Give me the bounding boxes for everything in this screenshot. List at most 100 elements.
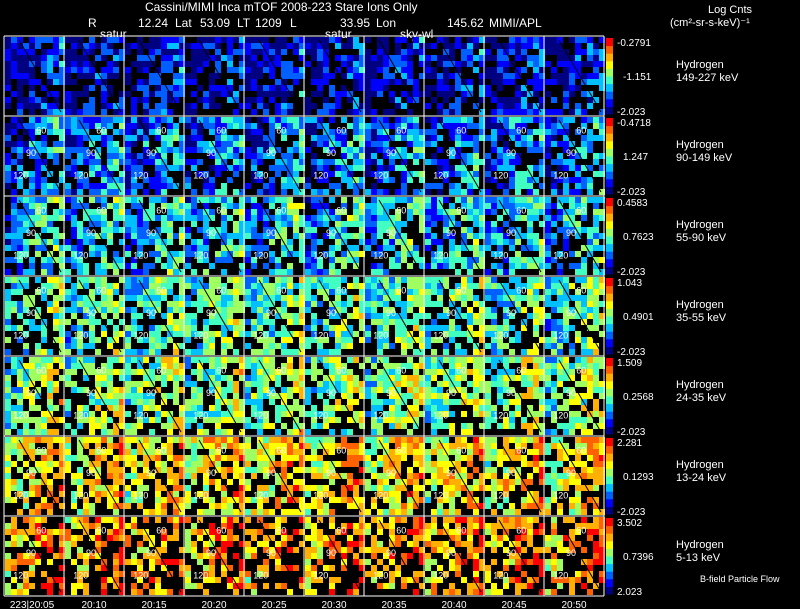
heatmap-cell: [413, 37, 419, 43]
heatmap-cell: [359, 227, 365, 233]
heatmap-cell: [473, 215, 479, 221]
heatmap-cell: [107, 417, 113, 423]
heatmap-cell: [119, 295, 125, 301]
heatmap-cell: [143, 67, 149, 73]
heatmap-cell: [563, 423, 569, 429]
heatmap-cell: [347, 233, 353, 239]
heatmap-cell: [77, 437, 83, 443]
heatmap-cell: [563, 79, 569, 85]
heatmap-cell: [293, 283, 299, 289]
heatmap-cell: [341, 221, 347, 227]
heatmap-cell: [5, 405, 11, 411]
heatmap-cell: [413, 91, 419, 97]
heatmap-cell: [257, 189, 263, 195]
heatmap-cell: [383, 357, 389, 363]
heatmap-cell: [161, 227, 167, 233]
heatmap-cell: [359, 233, 365, 239]
heatmap-cell: [257, 411, 263, 417]
heatmap-cell: [353, 417, 359, 423]
heatmap-cell: [215, 257, 221, 263]
heatmap-cell: [407, 337, 413, 343]
heatmap-cell: [257, 239, 263, 245]
heatmap-cell: [29, 479, 35, 485]
heatmap-cell: [449, 375, 455, 381]
heatmap-cell: [173, 73, 179, 79]
heatmap-cell: [149, 233, 155, 239]
heatmap-cell: [317, 209, 323, 215]
heatmap-cell: [131, 239, 137, 245]
heatmap-cell: [137, 97, 143, 103]
heatmap-cell: [461, 429, 467, 435]
heatmap-cell: [239, 301, 245, 307]
heatmap-cell: [539, 183, 545, 189]
heatmap-cell: [377, 61, 383, 67]
heatmap-cell: [533, 209, 539, 215]
heatmap-cell: [341, 227, 347, 233]
heatmap-cell: [263, 85, 269, 91]
heatmap-cell: [41, 55, 47, 61]
colorbar-segment: [606, 285, 613, 294]
heatmap-cell: [29, 189, 35, 195]
heatmap-cell: [65, 189, 71, 195]
contour-label: 60: [576, 286, 586, 296]
heatmap-cell: [479, 263, 485, 269]
heatmap-cell: [413, 147, 419, 153]
heatmap-cell: [575, 177, 581, 183]
heatmap-cell: [587, 375, 593, 381]
heatmap-cell: [323, 147, 329, 153]
heatmap-cell: [137, 183, 143, 189]
heatmap-cell: [341, 129, 347, 135]
heatmap-cell: [491, 73, 497, 79]
heatmap-cell: [167, 319, 173, 325]
heatmap-cell: [479, 55, 485, 61]
heatmap-cell: [23, 283, 29, 289]
colorbar-segment: [606, 140, 613, 149]
heatmap-cell: [467, 429, 473, 435]
colorbar-segment: [606, 258, 613, 267]
heatmap-cell: [5, 443, 11, 449]
heatmap-cell: [353, 215, 359, 221]
heatmap-cell: [95, 399, 101, 405]
heatmap-cell: [41, 117, 47, 123]
heatmap-cell: [497, 349, 503, 355]
heatmap-cell: [359, 79, 365, 85]
contour-label: 120: [253, 410, 268, 420]
heatmap-cell: [59, 79, 65, 85]
heatmap-cell: [521, 423, 527, 429]
heatmap-cell: [35, 233, 41, 239]
heatmap-cell: [173, 135, 179, 141]
heatmap-cell: [317, 159, 323, 165]
heatmap-cell: [443, 117, 449, 123]
heatmap-cell: [395, 251, 401, 257]
heatmap-cell: [485, 343, 491, 349]
heatmap-cell: [557, 289, 563, 295]
heatmap-cell: [347, 301, 353, 307]
heatmap-cell: [365, 135, 371, 141]
heatmap-cell: [149, 417, 155, 423]
heatmap-cell: [359, 313, 365, 319]
heatmap-cell: [437, 159, 443, 165]
heatmap-cell: [389, 73, 395, 79]
heatmap-cell: [197, 387, 203, 393]
heatmap-cell: [407, 263, 413, 269]
heatmap-cell: [89, 289, 95, 295]
heatmap-cell: [461, 233, 467, 239]
heatmap-cell: [449, 325, 455, 331]
heatmap-cell: [95, 437, 101, 443]
heatmap-cell: [557, 159, 563, 165]
heatmap-cell: [317, 277, 323, 283]
heatmap-cell: [377, 429, 383, 435]
heatmap-cell: [419, 283, 425, 289]
heatmap-cell: [455, 289, 461, 295]
heatmap-cell: [59, 123, 65, 129]
heatmap-cell: [17, 429, 23, 435]
heatmap-cell: [545, 123, 551, 129]
heatmap-cell: [533, 203, 539, 209]
heatmap-cell: [11, 405, 17, 411]
heatmap-cell: [191, 203, 197, 209]
heatmap-cell: [185, 405, 191, 411]
heatmap-cell: [341, 203, 347, 209]
heatmap-cell: [161, 171, 167, 177]
heatmap-cell: [515, 405, 521, 411]
heatmap-cell: [233, 159, 239, 165]
